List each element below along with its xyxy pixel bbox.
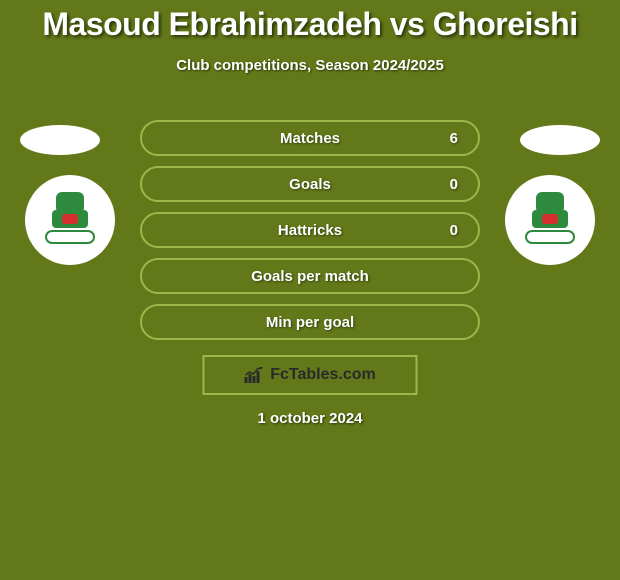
branding-box: FcTables.com: [203, 355, 418, 395]
page-title: Masoud Ebrahimzadeh vs Ghoreishi: [0, 0, 620, 43]
player-right-avatar: [520, 125, 600, 155]
date-label: 1 october 2024: [0, 410, 620, 427]
subtitle: Club competitions, Season 2024/2025: [0, 57, 620, 74]
stat-right-value: 6: [450, 130, 458, 147]
stat-label: Goals: [142, 176, 478, 193]
stat-row: Goals 0: [140, 166, 480, 202]
stat-label: Matches: [142, 130, 478, 147]
stat-row: Hattricks 0: [140, 212, 480, 248]
stat-label: Goals per match: [142, 268, 478, 285]
player-left-avatar: [20, 125, 100, 155]
stat-label: Hattricks: [142, 222, 478, 239]
stats-container: Matches 6 Goals 0 Hattricks 0 Goals per …: [140, 120, 480, 350]
stat-right-value: 0: [450, 222, 458, 239]
club-badge-left: [25, 175, 115, 265]
stat-row: Min per goal: [140, 304, 480, 340]
stat-row: Goals per match: [140, 258, 480, 294]
branding-text: FcTables.com: [270, 366, 376, 384]
stat-row: Matches 6: [140, 120, 480, 156]
club-badge-right: [505, 175, 595, 265]
stat-right-value: 0: [450, 176, 458, 193]
chart-icon: [244, 367, 264, 383]
stat-label: Min per goal: [142, 314, 478, 331]
